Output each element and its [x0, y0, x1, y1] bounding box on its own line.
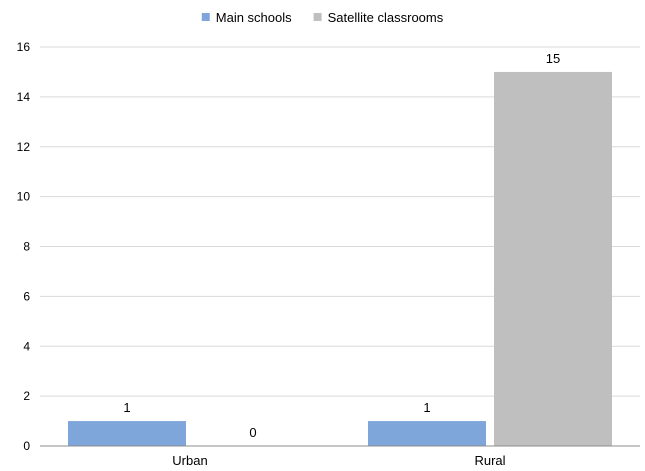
- y-tick-label: 4: [23, 339, 30, 353]
- data-label: 0: [249, 425, 256, 440]
- bars: [68, 71, 612, 446]
- legend-label: Main schools: [216, 10, 292, 25]
- x-category-label: Urban: [172, 453, 207, 468]
- legend: Main schools Satellite classrooms: [201, 10, 444, 25]
- y-tick-label: 10: [17, 190, 31, 204]
- y-tick-label: 0: [23, 439, 30, 453]
- y-tick-label: 14: [17, 90, 31, 104]
- bar-rural-1: [494, 71, 612, 446]
- y-tick-label: 8: [23, 240, 30, 254]
- gridlines: [40, 46, 640, 397]
- data-label: 1: [123, 400, 130, 415]
- y-tick-label: 6: [23, 289, 30, 303]
- y-tick-label: 12: [17, 140, 31, 154]
- x-category-label: Rural: [474, 453, 505, 468]
- y-tick-label: 2: [23, 389, 30, 403]
- data-labels: 1 0 1 15: [123, 51, 560, 440]
- bar-rural-0: [368, 421, 486, 446]
- y-axis-ticks: 0 2 4 6 8 10 12 14 16: [17, 40, 31, 453]
- legend-label: Satellite classrooms: [328, 10, 444, 25]
- legend-swatch: [313, 13, 322, 21]
- legend-item: Main schools: [201, 10, 292, 25]
- data-label: 15: [546, 51, 560, 66]
- y-tick-label: 16: [17, 40, 31, 54]
- legend-item: Satellite classrooms: [313, 10, 444, 25]
- data-label: 1: [423, 400, 430, 415]
- bar-urban-0: [68, 421, 186, 446]
- x-axis-labels: Urban Rural: [172, 453, 505, 468]
- legend-swatch: [201, 13, 210, 21]
